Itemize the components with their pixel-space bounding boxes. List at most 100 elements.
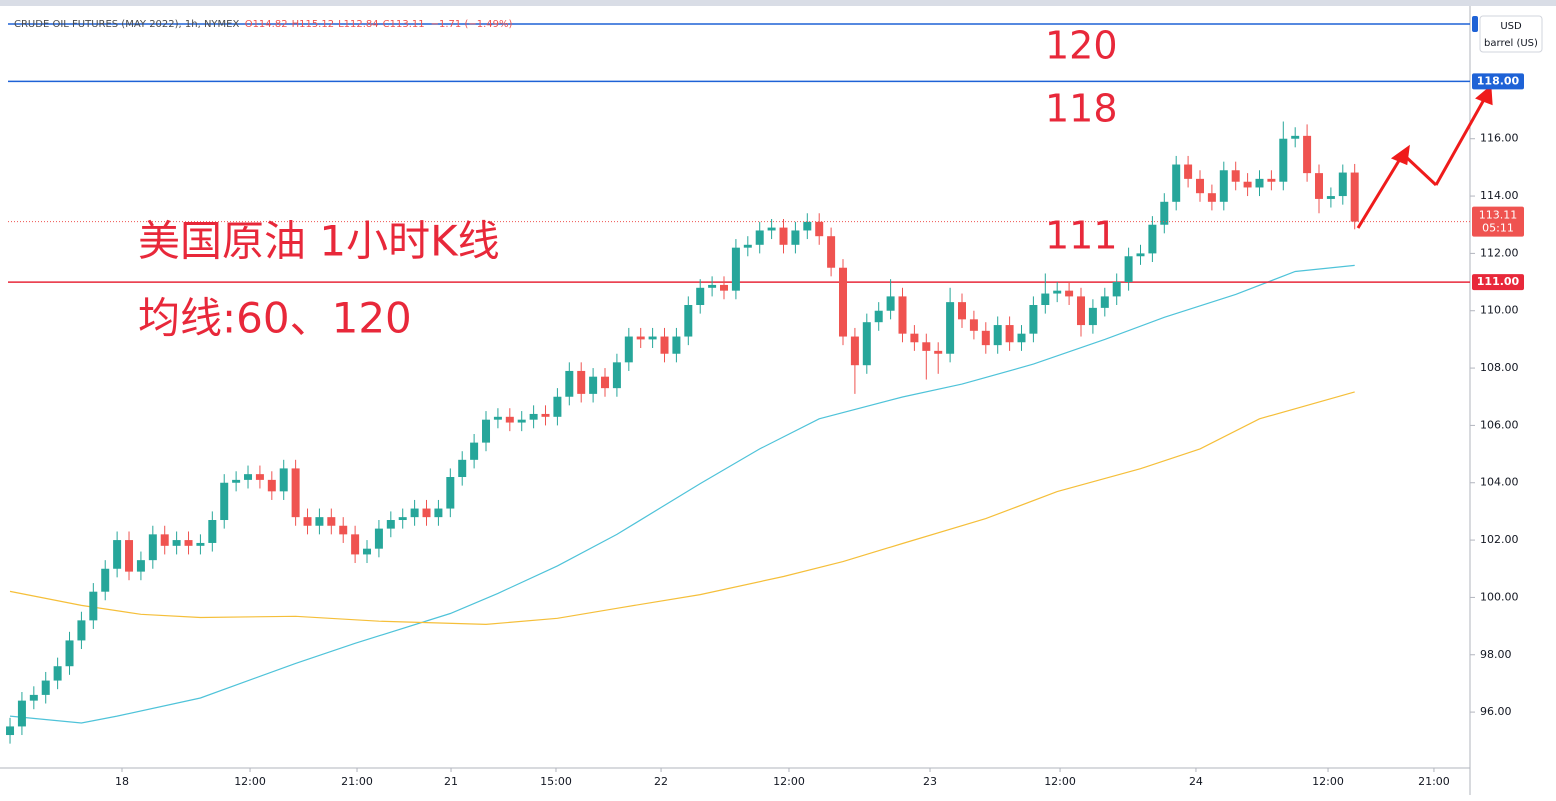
- y-tick-label: 106.00: [1480, 418, 1519, 431]
- candle-body: [470, 442, 479, 460]
- unit-box[interactable]: [1479, 15, 1543, 53]
- candle-body: [1350, 172, 1359, 222]
- candle-body: [910, 333, 919, 343]
- candle-body: [1041, 293, 1050, 306]
- candle-body: [255, 474, 264, 480]
- candle-body: [1088, 307, 1097, 326]
- x-tick-label: 12:00: [1044, 775, 1076, 788]
- candle-body: [755, 230, 764, 245]
- candle-body: [482, 419, 491, 443]
- candle-body: [29, 694, 38, 701]
- candle-body: [767, 227, 776, 231]
- candle-body: [232, 479, 241, 483]
- candle-body: [577, 370, 586, 394]
- candle-body: [220, 482, 229, 521]
- y-tick-label: 112.00: [1480, 246, 1519, 259]
- candle-body: [196, 542, 205, 546]
- candle-body: [886, 296, 895, 311]
- candle-body: [1065, 290, 1074, 297]
- candle-body: [505, 416, 514, 423]
- candle-body: [874, 310, 883, 323]
- candle-body: [386, 520, 395, 529]
- y-tick-label: 110.00: [1480, 304, 1519, 317]
- candle-body: [339, 525, 348, 535]
- candle-body: [184, 540, 193, 546]
- candle-body: [351, 534, 360, 555]
- candle-body: [244, 474, 253, 480]
- x-tick-label: 24: [1189, 775, 1203, 788]
- candle-body: [89, 591, 98, 621]
- candle-body: [172, 540, 181, 546]
- candle-body: [65, 640, 74, 667]
- candle-body: [1207, 193, 1216, 202]
- y-tick-label: 98.00: [1480, 648, 1512, 661]
- y-tick-label: 116.00: [1480, 132, 1519, 145]
- candle-body: [1255, 178, 1264, 188]
- x-tick-label: 21:00: [341, 775, 373, 788]
- x-tick-label: 18: [115, 775, 129, 788]
- candle-body: [660, 336, 669, 354]
- y-tick-label: 100.00: [1480, 590, 1519, 603]
- candle-body: [601, 376, 610, 389]
- y-tick-label: 104.00: [1480, 476, 1519, 489]
- candle-body: [1112, 282, 1121, 297]
- candle-body: [303, 517, 312, 526]
- price-tag-label: 118.00: [1477, 74, 1520, 87]
- candle-body: [946, 302, 955, 354]
- candle-body: [410, 508, 419, 518]
- arrow-head: [1390, 144, 1410, 166]
- plot-area: [6, 23, 1475, 772]
- symbol: CRUDE OIL FUTURES (MAY 2022), 1h, NYMEX: [14, 19, 239, 30]
- price-tag-label: 111.00: [1477, 275, 1520, 288]
- x-tick-label: 15:00: [540, 775, 572, 788]
- candle-body: [1184, 164, 1193, 179]
- candle-body: [434, 508, 443, 518]
- candle-body: [1243, 181, 1252, 188]
- candle-body: [148, 534, 157, 561]
- moving-average: [9, 391, 1355, 626]
- candle-body: [160, 534, 169, 546]
- candle-body: [1231, 170, 1240, 182]
- price-tag: [1472, 16, 1478, 33]
- candle-body: [529, 413, 538, 420]
- candle-body: [315, 517, 324, 526]
- candle-body: [648, 336, 657, 340]
- annotation: 120: [1045, 24, 1118, 68]
- candle-body: [1005, 325, 1014, 343]
- candle-body: [136, 560, 145, 572]
- candle-body: [803, 221, 812, 231]
- unit: barrel (US): [1484, 38, 1538, 49]
- candle-body: [291, 468, 300, 518]
- candle-body: [1267, 178, 1276, 182]
- candle-body: [1076, 296, 1085, 326]
- candle-body: [672, 336, 681, 354]
- candle-body: [696, 287, 705, 306]
- candle-body: [850, 336, 859, 366]
- candle-body: [1017, 333, 1026, 343]
- y-tick-label: 96.00: [1480, 705, 1512, 718]
- candle-body: [279, 468, 288, 492]
- candle-body: [1124, 256, 1133, 283]
- candle-body: [553, 396, 562, 417]
- x-tick-label: 23: [923, 775, 937, 788]
- candle-body: [374, 528, 383, 549]
- price-tag: [1472, 274, 1524, 291]
- candle-body: [708, 284, 717, 288]
- candle-body: [125, 540, 134, 572]
- candle-body: [53, 666, 62, 681]
- arrow-segment: [1403, 154, 1438, 187]
- x-tick-label: 22: [654, 775, 668, 788]
- chart-header: CRUDE OIL FUTURES (MAY 2022), 1h, NYMEX O…: [14, 19, 513, 30]
- candle-body: [612, 362, 621, 389]
- candle-body: [791, 230, 800, 245]
- legend-value: H115.12: [292, 19, 335, 30]
- candle-body: [1053, 290, 1062, 294]
- candle-body: [565, 370, 574, 397]
- candle-body: [624, 336, 633, 363]
- candle-body: [922, 342, 931, 351]
- bar-countdown: 05:11: [1482, 222, 1514, 235]
- candle-body: [1314, 173, 1323, 199]
- candle-body: [636, 336, 645, 340]
- candle-body: [934, 350, 943, 354]
